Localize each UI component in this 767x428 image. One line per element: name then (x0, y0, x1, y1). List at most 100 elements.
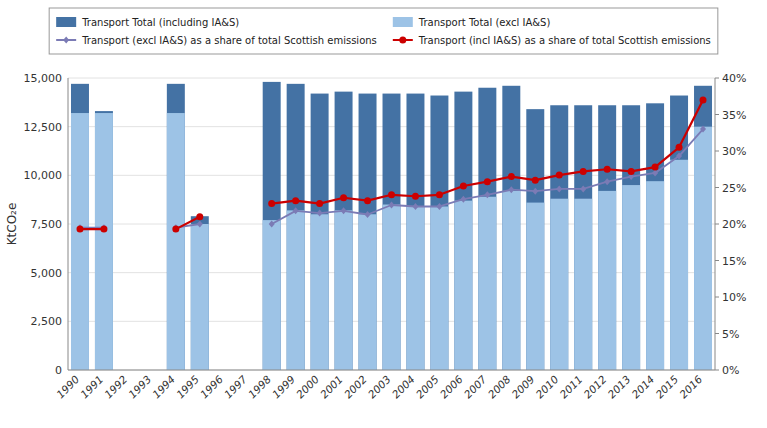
legend-label: Transport (excl IA&S) as a share of tota… (81, 35, 377, 46)
marker (412, 193, 419, 200)
x-tick-label: 1998 (246, 373, 274, 401)
bar (454, 201, 472, 370)
x-tick-label: 1999 (270, 373, 298, 401)
marker (484, 191, 490, 198)
bar (454, 92, 472, 370)
y2-tick (715, 333, 719, 334)
bar (95, 113, 113, 370)
x-tick-label: 1991 (78, 373, 105, 400)
marker (292, 197, 299, 204)
marker (508, 186, 514, 193)
bar (574, 199, 592, 370)
marker (604, 178, 610, 185)
bar (550, 199, 568, 370)
grid (68, 78, 715, 370)
x-tick-label: 1990 (54, 373, 82, 401)
y-tick-label: 5,000 (31, 267, 63, 280)
marker (604, 166, 611, 173)
marker (269, 221, 275, 228)
bar (598, 105, 616, 370)
bar (263, 220, 281, 370)
marker (556, 172, 563, 179)
bar (287, 210, 305, 370)
marker (100, 226, 107, 233)
bar (167, 113, 185, 370)
x-tick-label: 2000 (294, 373, 322, 401)
bar (430, 206, 448, 370)
grid-line (68, 78, 715, 79)
y2-tick (715, 224, 719, 225)
marker (436, 203, 442, 210)
bar-series (71, 113, 712, 370)
y2-tick (715, 78, 719, 79)
bar (670, 160, 688, 370)
marker (172, 226, 179, 233)
x-tick-label: 2010 (533, 373, 561, 401)
bar (694, 127, 712, 370)
y2-tick-label: 5% (722, 328, 739, 341)
marker (676, 144, 683, 151)
bar (191, 216, 209, 370)
marker (652, 164, 659, 171)
legend-item: Transport (excl IA&S) as a share of tota… (56, 35, 377, 46)
bar (694, 86, 712, 370)
bar (646, 181, 664, 370)
marker (412, 203, 418, 210)
y2-tick-label: 25% (722, 182, 746, 195)
y2-tick-label: 15% (722, 255, 746, 268)
bar (191, 224, 209, 370)
x-tick-label: 2002 (342, 373, 370, 401)
bar (430, 96, 448, 370)
bar (574, 105, 592, 370)
bar (287, 84, 305, 370)
x-tick-label: 1993 (126, 373, 153, 400)
marker (580, 185, 586, 192)
y-tick-label: 12,500 (24, 121, 63, 134)
legend-item: Transport (incl IA&S) as a share of tota… (393, 35, 711, 46)
y2-tick (715, 370, 719, 371)
marker (197, 221, 203, 228)
bar (502, 86, 520, 370)
x-tick-label: 1994 (150, 373, 177, 400)
x-tick-label: 2016 (677, 373, 705, 401)
x-tick-label: 2013 (605, 373, 632, 400)
marker (316, 200, 323, 207)
legend-swatch (56, 17, 76, 27)
marker (700, 126, 706, 133)
y2-tick-label: 30% (722, 145, 746, 158)
axes: 02,5005,0007,50010,00012,50015,0000%5%10… (24, 72, 747, 400)
line (80, 100, 703, 229)
x-tick-label: 2001 (318, 373, 345, 400)
marker (365, 211, 371, 218)
y-tick-label: 0 (55, 364, 62, 377)
marker (532, 188, 538, 195)
x-tick-label: 2014 (629, 373, 656, 400)
bar (622, 105, 640, 370)
y2-tick-label: 0% (722, 364, 739, 377)
bar (478, 88, 496, 370)
x-tick-label: 2008 (485, 373, 513, 401)
legend-item: Transport Total (excl IA&S) (393, 17, 551, 28)
x-tick-label: 2005 (413, 373, 441, 401)
marker (268, 200, 275, 207)
legend-item: Transport Total (including IA&S) (56, 17, 239, 28)
bar (478, 197, 496, 370)
y-tick-label: 15,000 (24, 72, 63, 85)
marker (700, 96, 707, 103)
x-tick-label: 2004 (389, 373, 416, 400)
chart: 02,5005,0007,50010,00012,50015,0000%5%10… (0, 0, 767, 428)
bar (526, 109, 544, 370)
x-tick-label: 2006 (437, 373, 465, 401)
x-tick-label: 2009 (509, 373, 537, 401)
legend: Transport Total (including IA&S) Transpor… (49, 8, 718, 54)
marker (508, 173, 515, 180)
x-tick-label: 1997 (222, 373, 250, 401)
legend-box (49, 8, 718, 54)
bar (71, 113, 89, 370)
bar (622, 185, 640, 370)
marker (389, 202, 395, 209)
grid-line (68, 370, 715, 371)
x-axis-line (68, 370, 715, 371)
y2-tick (715, 187, 719, 188)
bar-series (71, 82, 712, 370)
